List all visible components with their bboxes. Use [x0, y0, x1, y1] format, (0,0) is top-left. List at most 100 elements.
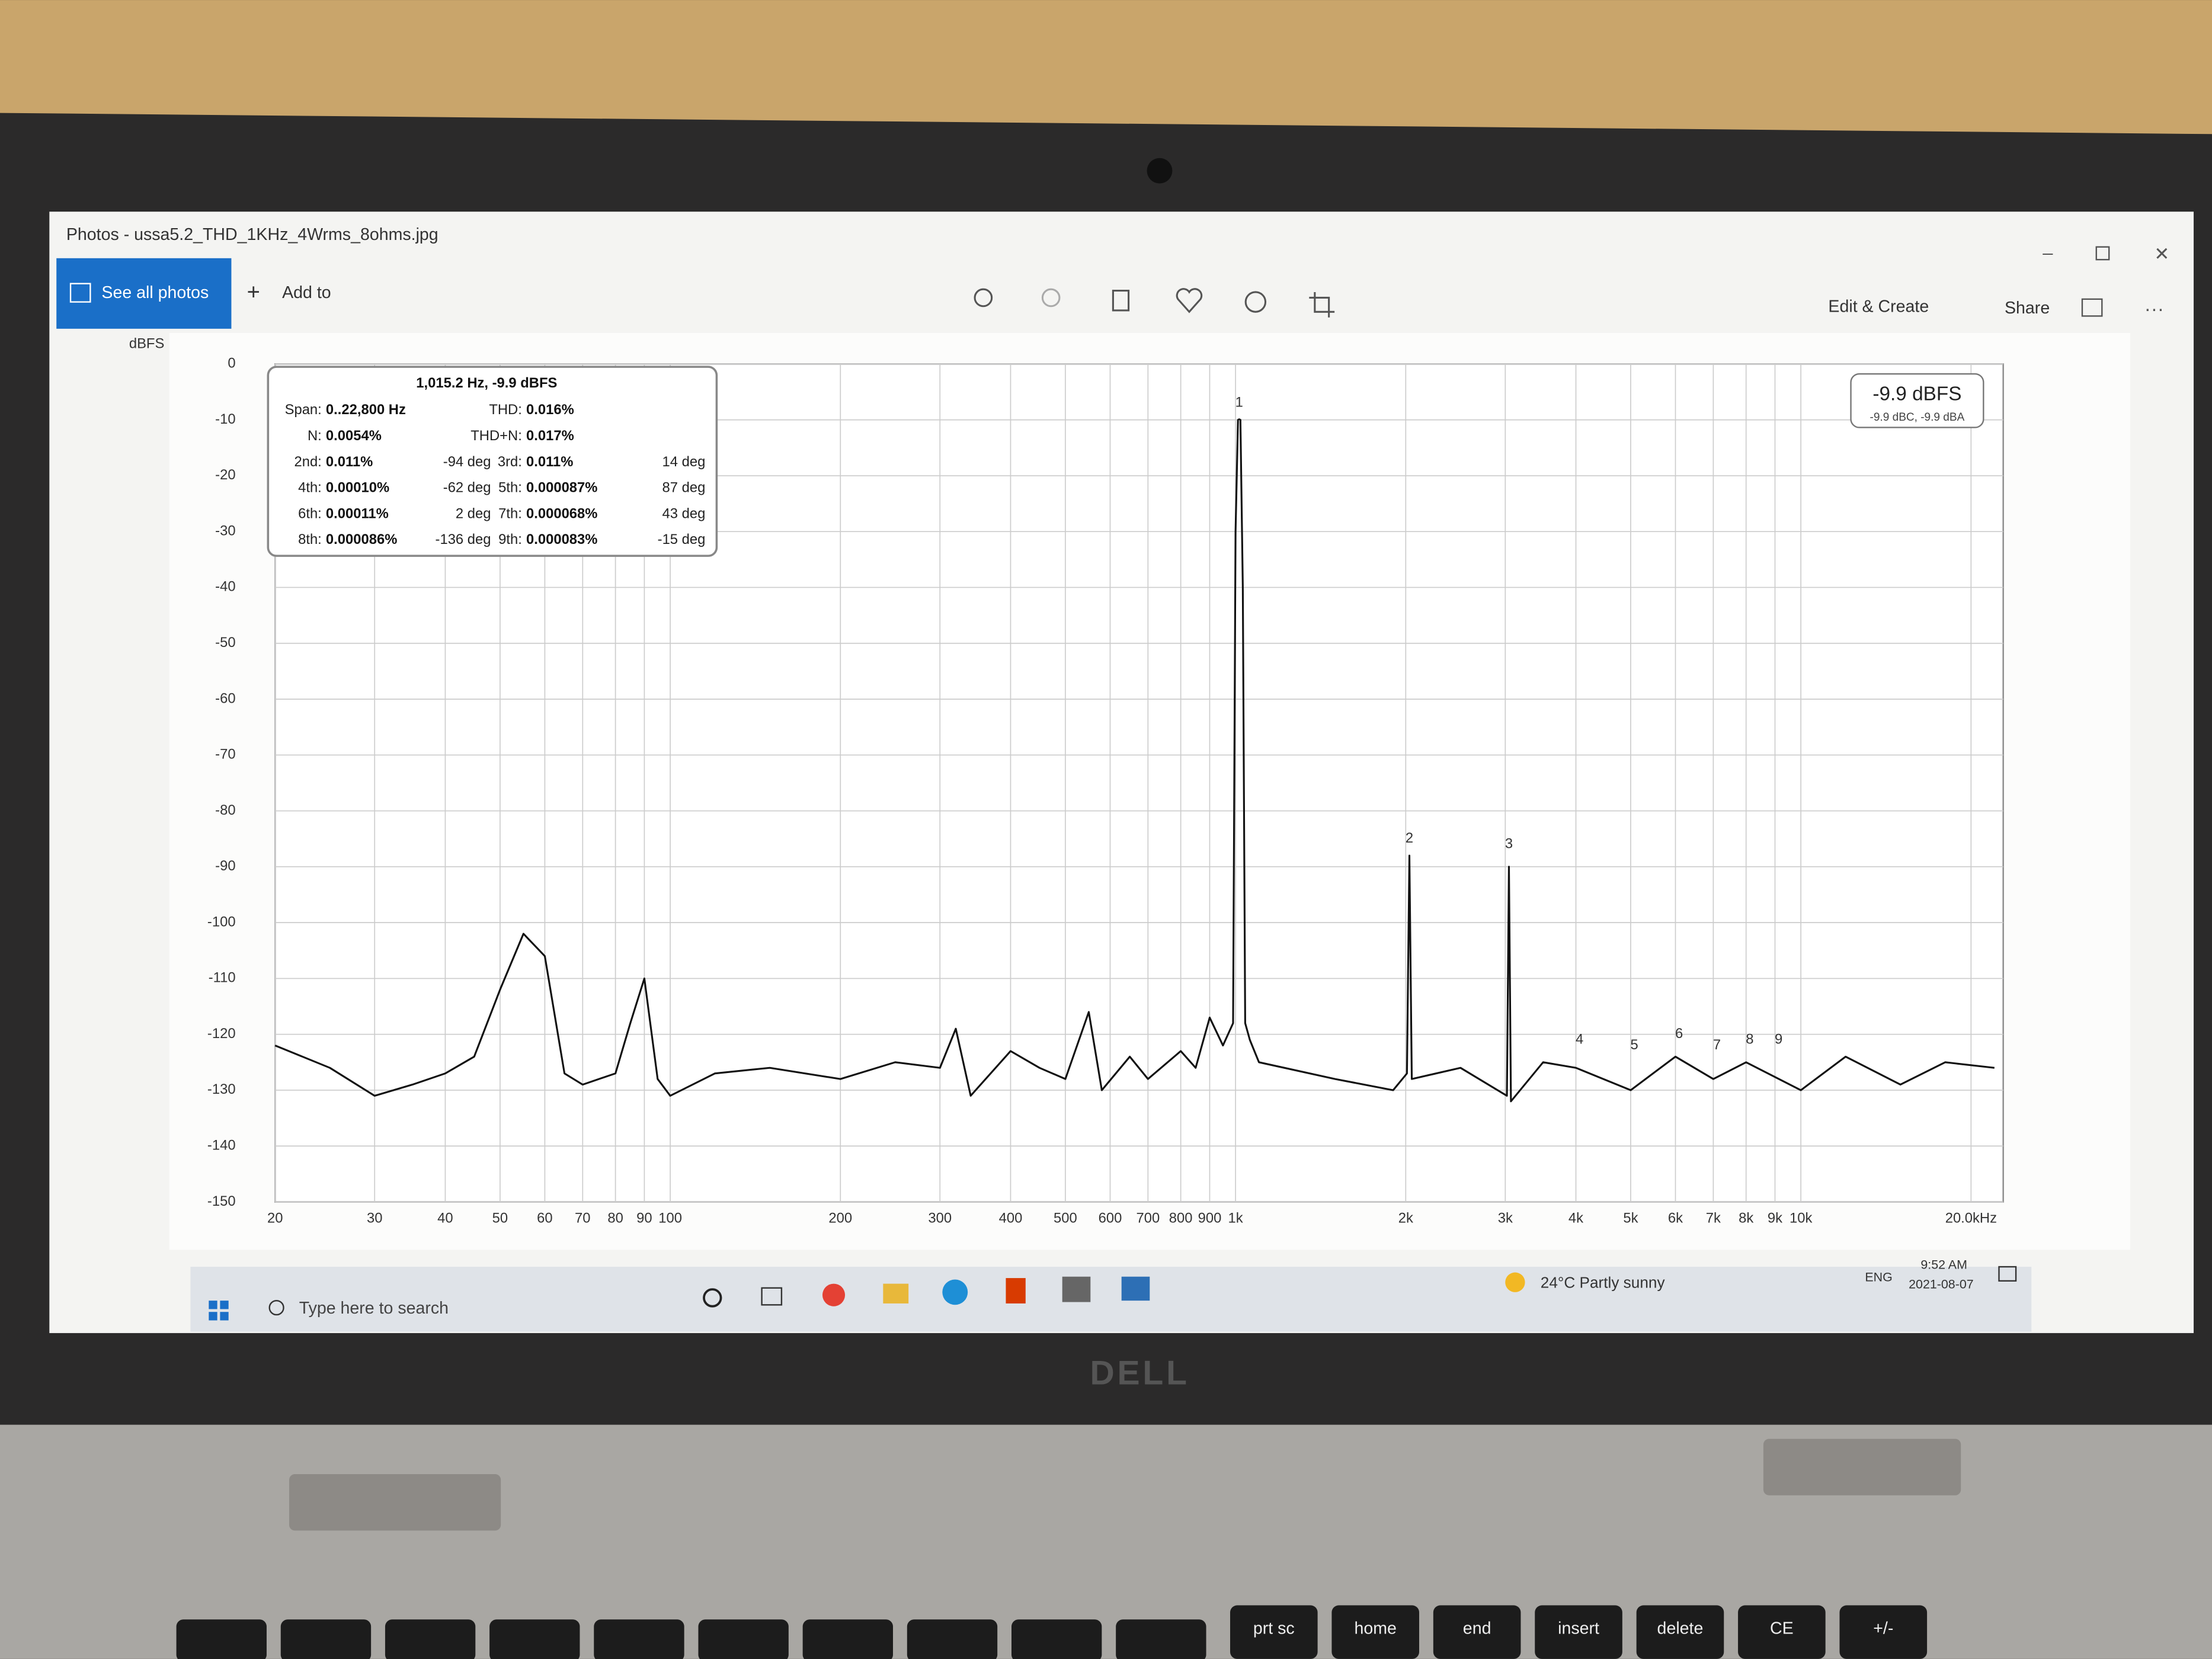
info-label: 9th: [498, 531, 522, 547]
rotate[interactable] [1244, 291, 1267, 313]
app-icon[interactable] [1062, 1276, 1091, 1302]
info-value: 0.0054% [326, 428, 382, 444]
info-value: 0.000086% [326, 531, 397, 547]
x-tick-label: 2k [1398, 1210, 1413, 1226]
start-button[interactable] [209, 1301, 229, 1321]
explorer-icon[interactable] [883, 1283, 909, 1304]
info-label: 7th: [498, 505, 522, 521]
info-label: 8th: [298, 531, 322, 547]
y-tick-label: -60 [215, 690, 235, 706]
info-phase: 2 deg [456, 505, 491, 521]
x-tick-label: 5k [1623, 1210, 1638, 1226]
info-value: 0.000068% [526, 505, 597, 521]
cortana[interactable] [703, 1288, 722, 1308]
see-all-photos-button[interactable] [56, 258, 232, 329]
info-box [267, 366, 718, 557]
x-tick-label: 3k [1498, 1210, 1513, 1226]
y-axis-label: dBFS [129, 335, 165, 351]
crop[interactable] [1309, 292, 1335, 318]
notifications[interactable] [1998, 1266, 2017, 1282]
y-tick-label: -10 [215, 411, 235, 427]
print-button[interactable] [2081, 298, 2103, 317]
x-tick-label: 4k [1568, 1210, 1583, 1226]
info-phase: 43 deg [662, 505, 706, 521]
zoom-in[interactable] [974, 288, 993, 308]
info-label: THD: [489, 402, 522, 418]
x-tick-label: 20.0kHz [1945, 1210, 1997, 1226]
close-button[interactable]: ✕ [2154, 244, 2169, 264]
office-icon[interactable] [1006, 1278, 1026, 1304]
harmonic-marker: 6 [1675, 1026, 1683, 1042]
keyboard-key [907, 1619, 998, 1659]
clock-time[interactable]: 9:52 AM [1920, 1257, 1967, 1272]
add-to-button[interactable]: Add to [282, 283, 331, 302]
minimize-button[interactable]: – [2043, 242, 2053, 263]
x-tick-label: 700 [1136, 1210, 1160, 1226]
harmonic-marker: 8 [1746, 1031, 1753, 1047]
weather[interactable]: 24°C Partly sunny [1541, 1274, 1666, 1292]
taskbar [190, 1267, 2032, 1332]
add-icon: + [247, 280, 260, 305]
info-phase: -15 deg [658, 531, 706, 547]
edit-create-button[interactable]: Edit & Create [1828, 297, 1929, 316]
x-tick-label: 80 [607, 1210, 623, 1226]
key-label: +/- [1873, 1619, 1893, 1638]
x-tick-label: 20 [267, 1210, 283, 1226]
search-box[interactable]: Type here to search [299, 1299, 449, 1318]
info-value: 0.00011% [326, 505, 389, 521]
webcam [1147, 158, 1173, 184]
photos-taskbar-icon[interactable] [1121, 1276, 1150, 1301]
weather-icon [1505, 1272, 1525, 1292]
info-value: 0..22,800 Hz [326, 402, 406, 418]
info-phase: 14 deg [662, 454, 706, 470]
info-label: THD+N: [470, 428, 522, 444]
share-button[interactable]: Share [2005, 299, 2050, 318]
edge-icon[interactable] [942, 1279, 968, 1305]
language[interactable]: ENG [1865, 1270, 1892, 1285]
info-phase: -136 deg [436, 531, 491, 547]
info-label: 4th: [298, 480, 322, 496]
harmonic-marker: 4 [1576, 1031, 1583, 1047]
laptop-base [0, 1424, 2212, 1659]
keyboard-key [1636, 1605, 1724, 1659]
chrome-icon[interactable] [822, 1283, 846, 1306]
chart: 0 -10 -20 -30 -40 -50 -60 -70 -80 -90 -100 -110 -120… [207, 356, 2004, 1226]
keyboard-key [176, 1619, 267, 1659]
info-value: 0.017% [526, 428, 574, 444]
x-tick-label: 8k [1739, 1210, 1753, 1226]
y-tick-label: -50 [215, 635, 235, 651]
info-header: 1,015.2 Hz, -9.9 dBFS [416, 375, 557, 391]
info-phase: 87 deg [662, 480, 706, 496]
x-tick-label: 70 [575, 1210, 590, 1226]
more-button[interactable]: ··· [2144, 299, 2164, 321]
favorite[interactable] [1176, 288, 1203, 313]
keyboard-key [1535, 1605, 1622, 1659]
readout-box [1850, 373, 1984, 428]
key-label: insert [1558, 1619, 1599, 1638]
zoom-out[interactable] [1041, 288, 1061, 308]
info-label: 3rd: [498, 454, 522, 470]
x-tick-label: 800 [1169, 1210, 1193, 1226]
clock-date[interactable]: 2021-08-07 [1909, 1277, 1974, 1292]
task-view[interactable] [761, 1287, 783, 1306]
x-tick-label: 40 [437, 1210, 453, 1226]
info-label: Span: [285, 402, 322, 418]
y-tick-label: -90 [215, 858, 235, 874]
x-tick-label: 900 [1198, 1210, 1222, 1226]
info-label: N: [308, 428, 322, 444]
x-tick-label: 100 [658, 1210, 682, 1226]
info-label: 2nd: [294, 454, 321, 470]
x-tick-label: 9k [1768, 1210, 1782, 1226]
delete[interactable] [1112, 290, 1130, 312]
info-value: 0.011% [326, 454, 373, 470]
key-label: prt sc [1253, 1619, 1295, 1638]
keyboard-key [1738, 1605, 1826, 1659]
x-tick-label: 7k [1706, 1210, 1721, 1226]
key-label: home [1355, 1619, 1397, 1638]
keyboard-key [280, 1619, 372, 1659]
maximize-button[interactable] [2095, 246, 2110, 261]
keyboard-key [1433, 1605, 1521, 1659]
x-tick-label: 50 [492, 1210, 508, 1226]
keyboard-key [1331, 1605, 1420, 1659]
